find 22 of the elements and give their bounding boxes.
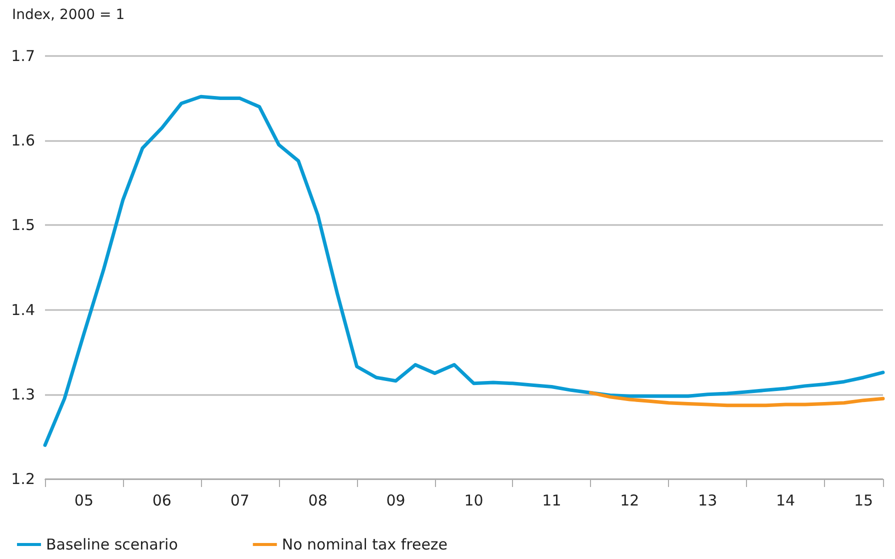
y-tick-label: 1.7 — [11, 47, 35, 65]
x-tick-label: 12 — [620, 492, 640, 510]
y-tick-label: 1.5 — [11, 216, 35, 234]
y-tick-label: 1.2 — [11, 470, 35, 488]
y-axis-title: Index, 2000 = 1 — [12, 7, 125, 23]
y-tick-label: 1.6 — [11, 132, 35, 150]
x-tick-label: 05 — [74, 492, 94, 510]
x-tick-label: 13 — [698, 492, 718, 510]
x-tick-label: 08 — [308, 492, 328, 510]
y-tick-label: 1.3 — [11, 385, 35, 404]
legend-label: Baseline scenario — [46, 536, 178, 554]
x-tick-label: 11 — [542, 492, 562, 510]
x-tick-label: 09 — [386, 492, 406, 510]
x-tick-label: 15 — [854, 492, 874, 510]
legend-label: No nominal tax freeze — [282, 536, 448, 554]
x-tick-label: 14 — [776, 492, 796, 510]
x-tick-label: 06 — [152, 492, 172, 510]
y-tick-label: 1.4 — [11, 300, 35, 319]
line-series — [588, 390, 885, 408]
x-tick-label: 07 — [230, 492, 250, 510]
line-series — [43, 94, 885, 447]
x-tick-label: 10 — [464, 492, 484, 510]
